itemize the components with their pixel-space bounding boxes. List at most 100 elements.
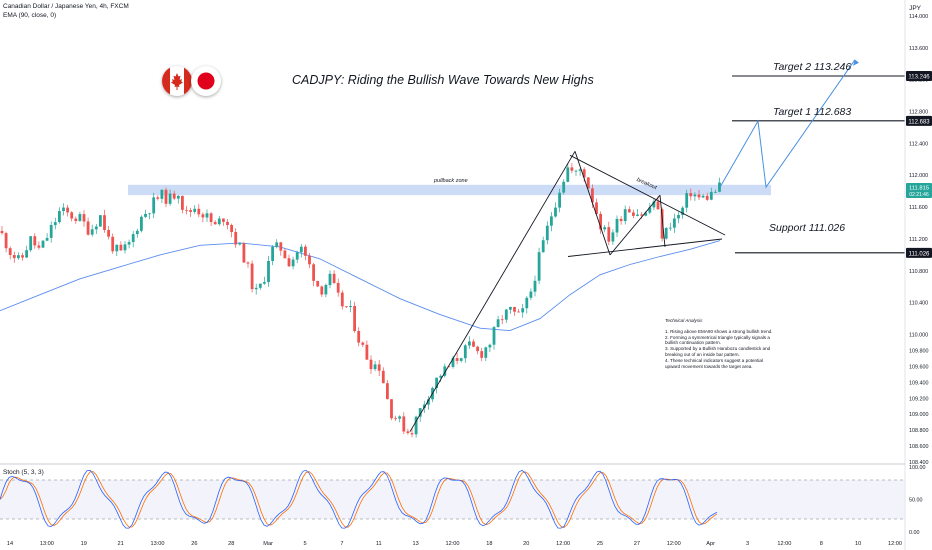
candle-body bbox=[398, 416, 402, 419]
candle-body bbox=[353, 306, 356, 331]
y-tick-label: 109.200 bbox=[909, 396, 929, 402]
candle-body bbox=[291, 259, 295, 267]
note-item: 2. Forming a symmetrical triangle typica… bbox=[665, 334, 770, 346]
x-tick-label: 12:00 bbox=[667, 541, 681, 547]
candle-body bbox=[488, 344, 492, 348]
candle-body bbox=[160, 189, 164, 199]
candle-body bbox=[463, 345, 467, 359]
candle-body bbox=[193, 208, 197, 212]
triangle-leg bbox=[609, 194, 661, 256]
candle-body bbox=[197, 208, 201, 215]
pattern-lines-layer bbox=[409, 151, 726, 432]
candle-body bbox=[345, 306, 348, 308]
candle-body bbox=[287, 258, 291, 267]
symbol-header: Canadian Dollar / Japanese Yen, 4h, FXCM bbox=[3, 3, 129, 10]
candle-body bbox=[566, 167, 570, 182]
candle-body bbox=[390, 399, 393, 419]
y-tick-label: 113.600 bbox=[909, 46, 928, 52]
candle-body bbox=[369, 359, 373, 370]
price-tag bbox=[906, 247, 932, 258]
candle-body bbox=[451, 358, 455, 367]
x-tick-label: 13:00 bbox=[151, 541, 165, 547]
price-tag-text: 113.246 bbox=[908, 75, 930, 81]
candle-body bbox=[78, 214, 82, 221]
candle-body bbox=[586, 177, 590, 189]
x-tick-label: 11 bbox=[376, 541, 382, 547]
y-tick-label: 108.400 bbox=[909, 460, 929, 466]
stochastic-panel: 100.00 50.00 0.00 bbox=[0, 463, 926, 536]
candle-body bbox=[41, 240, 45, 248]
x-tick-label: 20 bbox=[523, 541, 529, 547]
candle-body bbox=[529, 291, 533, 298]
candle-body bbox=[439, 375, 443, 378]
candle-body bbox=[623, 209, 627, 222]
candle-body bbox=[582, 169, 586, 178]
candle-body bbox=[340, 292, 344, 307]
candle-body bbox=[697, 194, 701, 198]
candle-body bbox=[365, 344, 369, 360]
x-tick-label: 5 bbox=[303, 541, 306, 547]
triangle-upper-line bbox=[569, 154, 726, 236]
x-tick-label: Apr bbox=[706, 541, 715, 547]
candle-body bbox=[295, 252, 299, 260]
candle-body bbox=[414, 416, 418, 435]
candle-body bbox=[627, 209, 631, 213]
note-item: 1. Rising above EMA90 shows a strong bul… bbox=[665, 328, 773, 334]
axes-layer: 114.000 113.600 113.200 112.800 112.400 112.0… bbox=[7, 0, 929, 550]
candle-body bbox=[234, 232, 238, 245]
candle-body bbox=[660, 209, 664, 239]
candle-body bbox=[209, 213, 213, 222]
y-tick-label: 113.200 bbox=[909, 78, 928, 84]
candle-body bbox=[258, 283, 262, 288]
note-item: 3. Supported by a Bullish Harubozu candl… bbox=[665, 346, 771, 357]
candle-body bbox=[172, 193, 176, 199]
candle-body bbox=[152, 197, 156, 214]
candle-body bbox=[615, 218, 619, 233]
candle-body bbox=[316, 280, 320, 287]
candle-body bbox=[86, 221, 90, 235]
candle-body bbox=[49, 225, 53, 238]
japan-flag-icon bbox=[191, 66, 221, 96]
ema-indicator-label[interactable]: EMA (90, close, 0) bbox=[3, 12, 57, 19]
candle-body bbox=[673, 218, 676, 228]
stoch-indicator-label[interactable]: Stoch (5, 3, 3) bbox=[3, 469, 44, 476]
y-tick-label: 110.000 bbox=[909, 333, 928, 339]
candle-body bbox=[705, 195, 709, 200]
x-tick-label: 12:00 bbox=[777, 541, 791, 547]
candle-body bbox=[201, 214, 205, 218]
x-tick-label: 26 bbox=[191, 541, 197, 547]
pullback-zone-layer bbox=[128, 184, 771, 196]
candle-body bbox=[312, 264, 315, 281]
trend-line-up bbox=[409, 151, 576, 432]
candle-body bbox=[648, 207, 652, 213]
x-tick-label: 27 bbox=[634, 541, 640, 547]
candle-body bbox=[242, 243, 246, 263]
price-tag-text: 112.683 bbox=[908, 119, 930, 125]
candle-body bbox=[74, 218, 78, 221]
y-tick-label: 112.400 bbox=[909, 141, 928, 147]
countdown-text: 02:21:46 bbox=[909, 192, 929, 198]
candle-body bbox=[279, 242, 283, 251]
candle-body bbox=[664, 228, 668, 239]
y-tick-label: 109.600 bbox=[909, 364, 929, 370]
x-tick-label: Mar bbox=[263, 541, 273, 547]
candle-body bbox=[254, 287, 258, 290]
target2-label: Target 2 113.246 bbox=[773, 61, 852, 73]
candle-body bbox=[381, 370, 385, 384]
candle-body bbox=[468, 341, 471, 346]
candle-body bbox=[595, 202, 598, 214]
candle-body bbox=[0, 231, 4, 234]
x-tick-label: 3 bbox=[746, 541, 749, 547]
candle-body bbox=[521, 308, 525, 313]
candle-body bbox=[644, 212, 648, 216]
price-tag-text: 111.026 bbox=[909, 251, 930, 257]
x-tick-label: 14 bbox=[7, 541, 13, 547]
candle-body bbox=[144, 213, 147, 217]
candle-body bbox=[406, 431, 410, 433]
candle-body bbox=[550, 216, 553, 226]
candle-body bbox=[168, 193, 172, 204]
candle-body bbox=[447, 366, 451, 368]
stoch-tick-label: 100.00 bbox=[909, 465, 926, 471]
x-tick-label: 8 bbox=[820, 541, 823, 547]
